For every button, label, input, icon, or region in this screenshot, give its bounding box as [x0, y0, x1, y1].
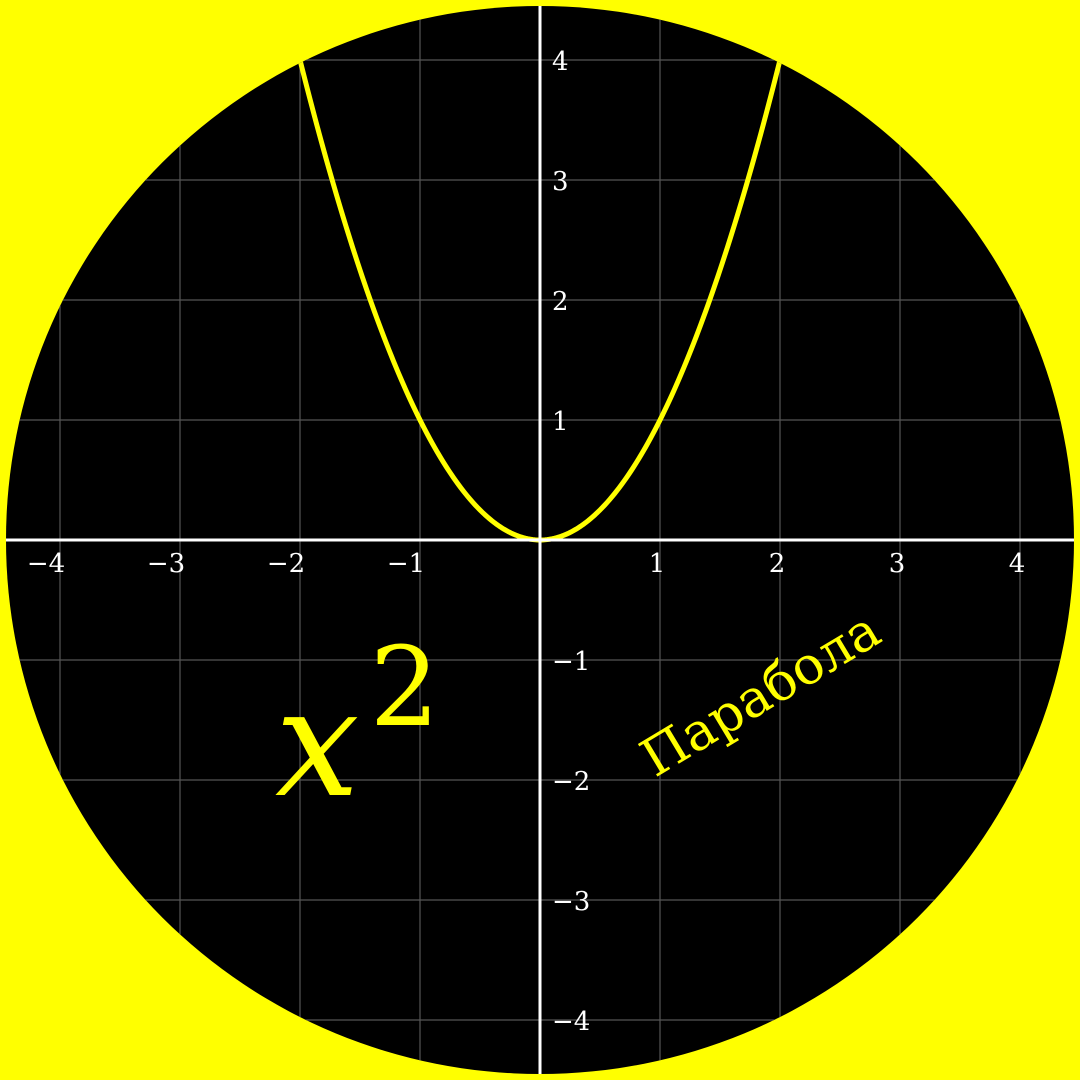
formula-base: x: [275, 657, 360, 831]
y-tick-label: 4: [552, 47, 569, 77]
x-tick-label: 2: [769, 549, 786, 579]
y-tick-label: 3: [552, 167, 569, 197]
x-tick-labels: −4 −3 −2 −1 1 2 3 4: [27, 549, 1025, 579]
y-tick-label: −3: [552, 887, 590, 917]
x-tick-label: −2: [267, 549, 305, 579]
y-tick-label: 1: [552, 407, 569, 437]
formula-exponent: 2: [370, 623, 440, 751]
x-tick-label: −1: [387, 549, 425, 579]
y-tick-labels: −4 −3 −2 −1 1 2 3 4: [552, 47, 590, 1037]
x-tick-label: 3: [889, 549, 906, 579]
x-tick-label: −4: [27, 549, 65, 579]
formula-annotation: x2: [275, 623, 440, 831]
y-tick-label: 2: [552, 287, 569, 317]
x-tick-label: 4: [1009, 549, 1026, 579]
y-tick-label: −4: [552, 1007, 590, 1037]
y-tick-label: −1: [552, 647, 590, 677]
x-tick-label: 1: [649, 549, 666, 579]
x-tick-label: −3: [147, 549, 185, 579]
y-tick-label: −2: [552, 767, 590, 797]
